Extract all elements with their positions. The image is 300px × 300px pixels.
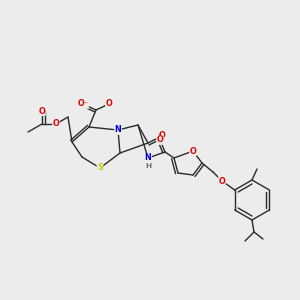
Text: O: O xyxy=(106,100,112,109)
Text: O: O xyxy=(157,136,164,145)
Text: N: N xyxy=(145,154,152,163)
Text: O: O xyxy=(159,131,165,140)
Text: O: O xyxy=(39,106,45,116)
Text: H: H xyxy=(145,163,151,169)
Text: N: N xyxy=(115,125,122,134)
Text: S: S xyxy=(97,164,103,172)
Text: O: O xyxy=(190,146,196,155)
Text: O: O xyxy=(52,119,59,128)
Text: O⁻: O⁻ xyxy=(77,100,88,109)
Text: O: O xyxy=(219,176,225,185)
